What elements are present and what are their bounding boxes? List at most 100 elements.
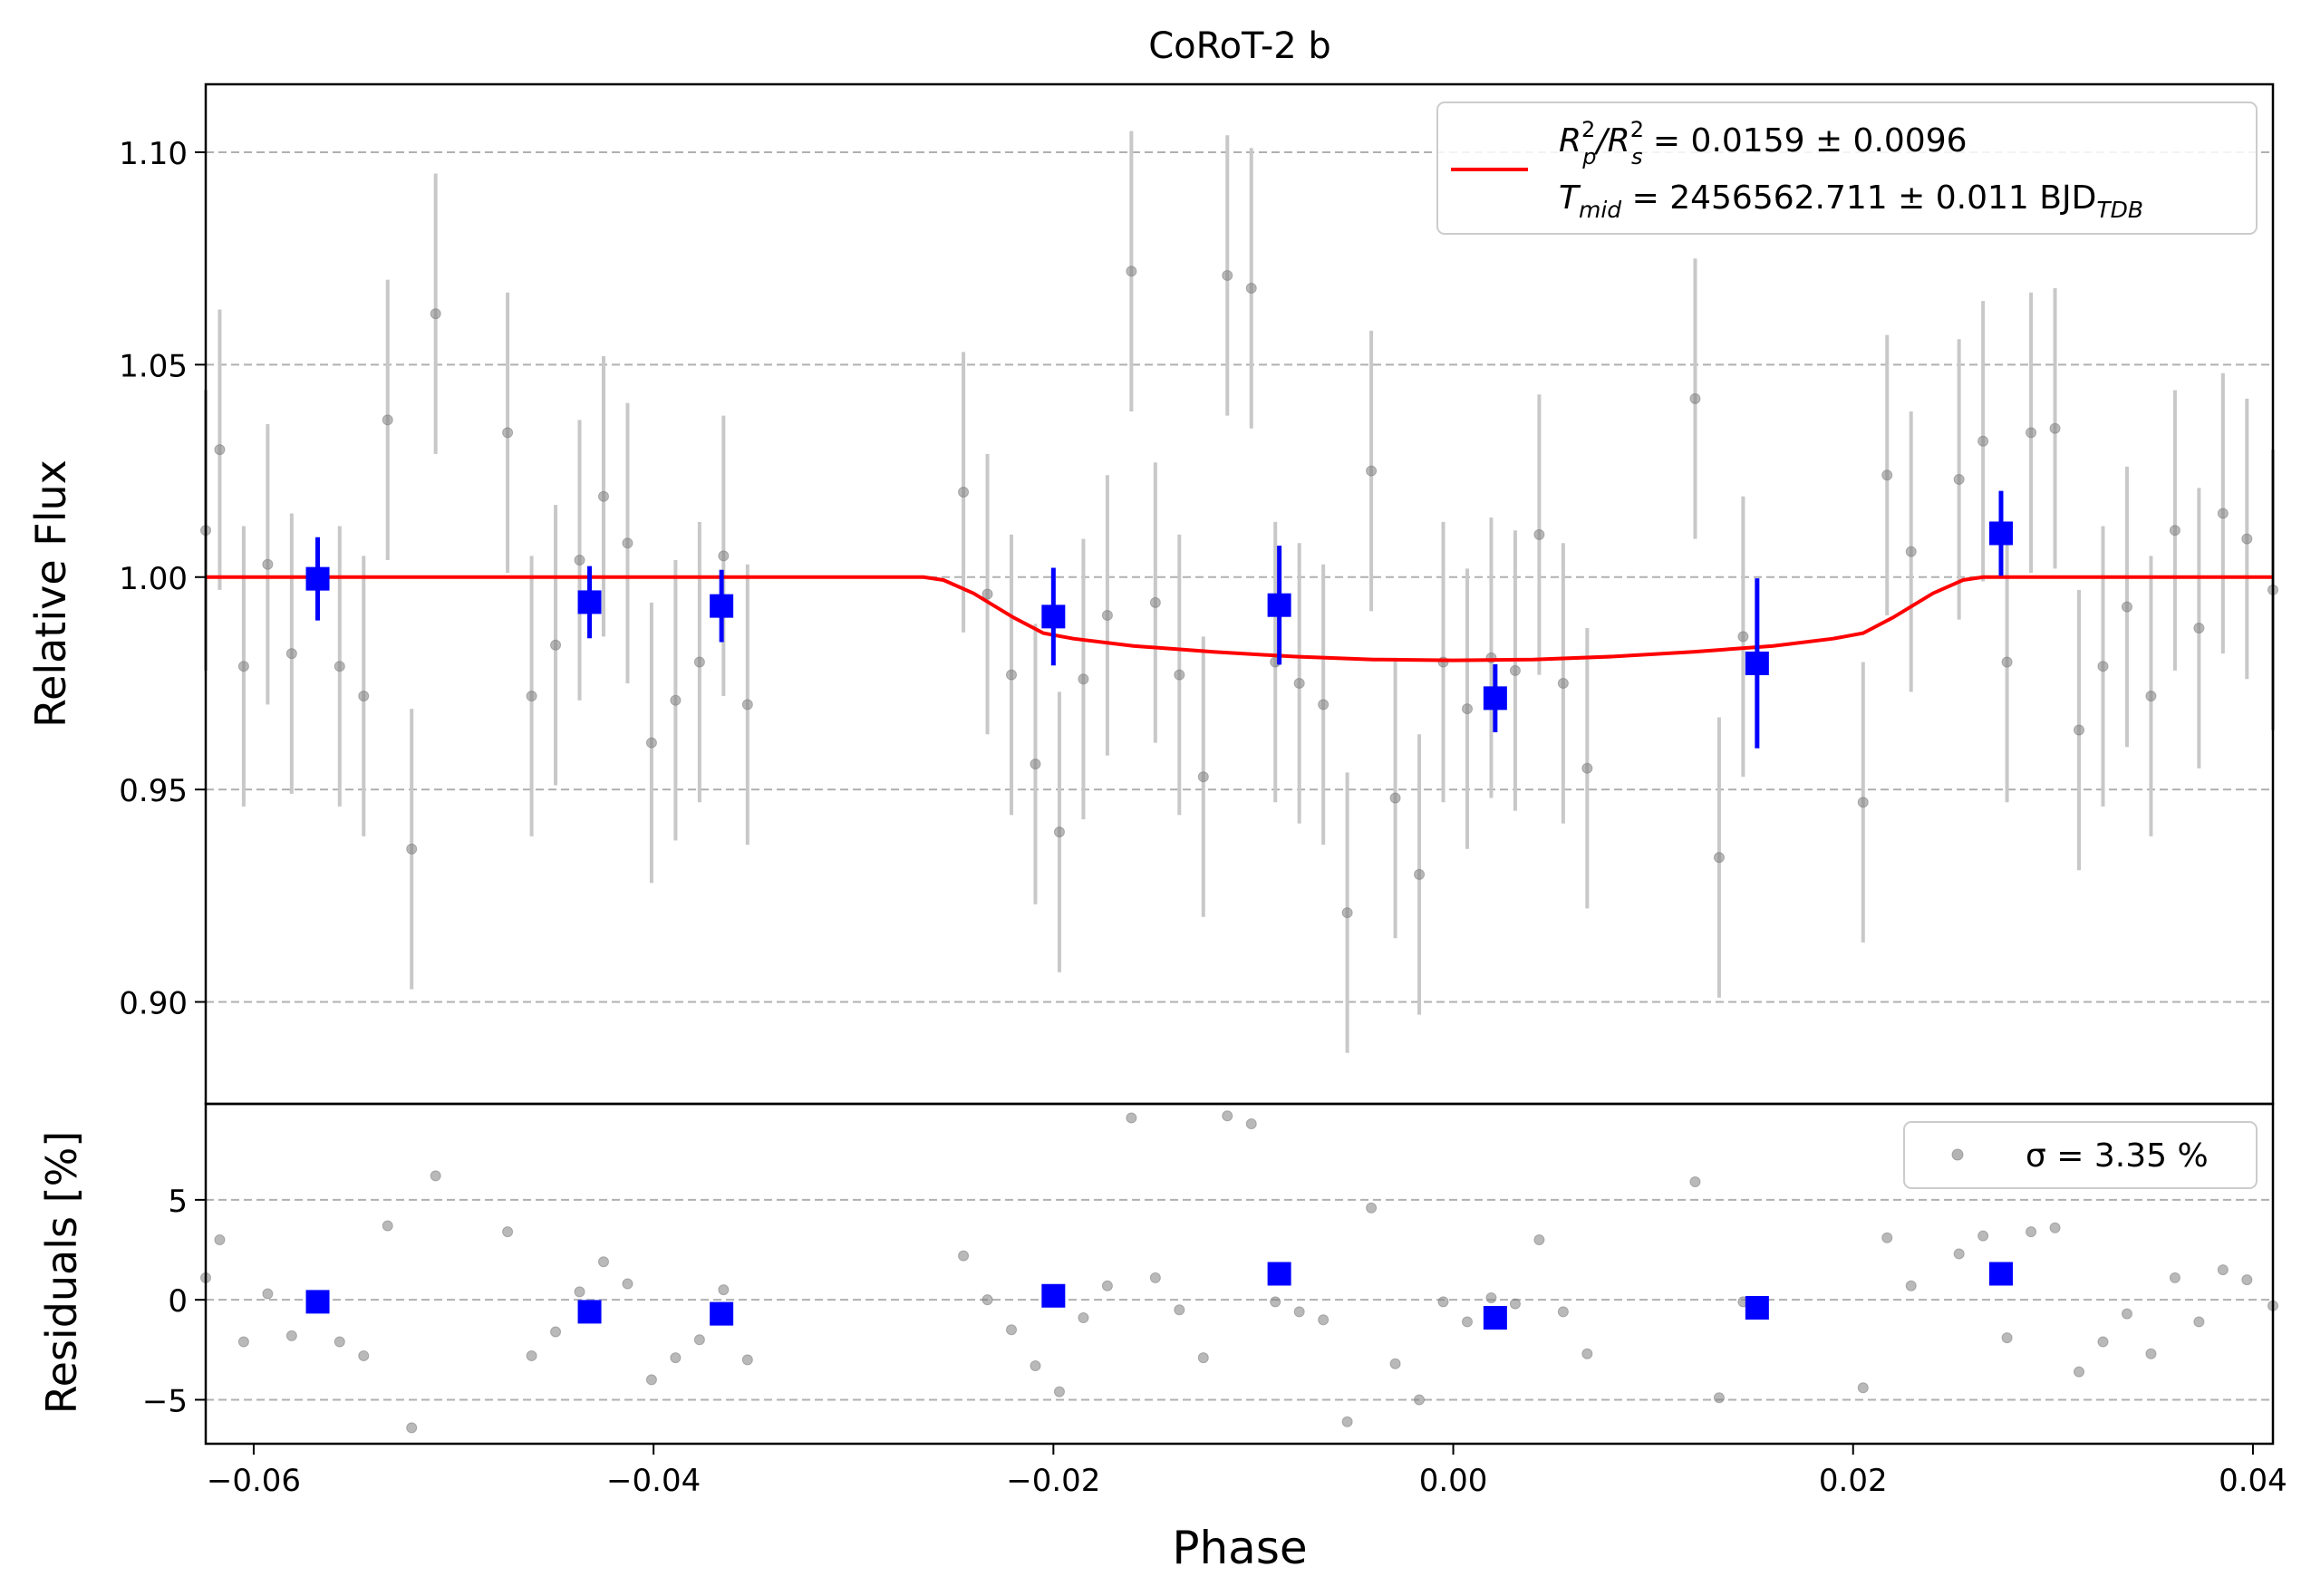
flux-data-point — [1197, 771, 1209, 783]
flux-data-point — [1461, 703, 1473, 715]
flux-data-point — [550, 639, 562, 651]
x-tick-label: −0.06 — [207, 1463, 301, 1499]
residual-data-point — [406, 1422, 418, 1434]
flux-data-point — [1689, 392, 1701, 404]
flux-data-point — [1149, 596, 1161, 608]
flux-binned-point — [1745, 651, 1769, 675]
residual-data-point — [1222, 1110, 1233, 1122]
flux-binned-point — [1041, 605, 1066, 629]
flux-data-point — [2145, 691, 2157, 701]
flux-y-tick-label: 1.05 — [119, 348, 188, 384]
flux-error-bars — [204, 131, 2275, 1053]
residual-binned-point — [1988, 1262, 2013, 1286]
flux-data-point — [1713, 852, 1725, 864]
residual-legend-box — [1903, 1121, 2258, 1189]
flux-data-point — [1905, 546, 1917, 557]
flux-data-point — [382, 414, 393, 426]
residual-data-point — [1101, 1280, 1113, 1291]
residual-data-point — [1174, 1304, 1185, 1316]
flux-data-point — [2001, 656, 2013, 668]
residual-data-point — [1270, 1296, 1281, 1308]
residual-data-point — [718, 1284, 730, 1296]
residual-data-point — [1581, 1348, 1593, 1359]
residual-data-point — [1557, 1306, 1569, 1318]
residual-data-point — [1461, 1316, 1473, 1328]
residual-binned-point — [1267, 1262, 1291, 1286]
x-tick-label: 0.02 — [1819, 1463, 1888, 1499]
flux-data-point — [237, 661, 249, 672]
flux-data-point — [1881, 469, 1893, 481]
residual-data-point — [502, 1226, 514, 1238]
residual-data-point — [2217, 1264, 2229, 1276]
residual-data-point — [645, 1374, 657, 1386]
residual-data-point — [1389, 1358, 1401, 1369]
flux-data-point — [597, 490, 609, 502]
flux-y-axis-label: Relative Flux — [26, 459, 75, 728]
flux-data-point — [2241, 533, 2253, 545]
x-tick-label: −0.02 — [1006, 1463, 1100, 1499]
residual-data-point — [2026, 1226, 2037, 1238]
residual-data-point — [2001, 1332, 2013, 1344]
residual-y-ticks: −5 0 5 — [142, 1184, 206, 1419]
residual-data-point — [2169, 1272, 2180, 1283]
flux-data-point — [1533, 528, 1545, 540]
flux-data-point — [1174, 669, 1185, 681]
residual-data-point — [1533, 1234, 1545, 1245]
residual-data-point — [526, 1349, 537, 1361]
residual-data-point — [1341, 1416, 1353, 1427]
flux-data-point — [502, 427, 514, 439]
residual-data-point — [358, 1349, 370, 1361]
residuals-panel: −5 0 5 −0.06 −0.04 −0.02 0.00 0.02 0.04 Residua… — [37, 1102, 2287, 1574]
flux-data-point — [1126, 266, 1137, 277]
residual-data-point — [430, 1170, 441, 1182]
flux-data-point — [1030, 759, 1041, 769]
residual-data-point — [1713, 1392, 1725, 1404]
flux-y-ticks: 0.90 0.95 1.00 1.05 1.10 — [119, 136, 206, 1022]
flux-data-points — [200, 266, 2278, 919]
flux-data-point — [741, 699, 753, 711]
residual-data-point — [334, 1336, 345, 1348]
residual-data-point — [693, 1334, 705, 1346]
residual-binned-point — [1483, 1306, 1507, 1330]
flux-data-point — [430, 308, 441, 320]
x-tick-label: 0.04 — [2219, 1463, 2287, 1499]
residual-binned-point — [305, 1290, 330, 1314]
residual-data-point — [1689, 1176, 1701, 1188]
residual-data-point — [2145, 1348, 2157, 1359]
residual-binned-point — [710, 1301, 734, 1326]
residual-data-point — [597, 1256, 609, 1268]
residual-data-point — [981, 1294, 993, 1306]
flux-data-point — [693, 656, 705, 668]
flux-data-point — [214, 444, 226, 456]
flux-data-point — [1953, 473, 1965, 485]
flux-data-point — [1101, 609, 1113, 621]
flux-data-point — [645, 737, 657, 749]
flux-legend-box — [1436, 102, 2258, 235]
flux-binned-points — [305, 490, 2013, 749]
residual-data-point — [262, 1288, 274, 1300]
residual-data-point — [214, 1234, 226, 1245]
residual-y-tick-label: −5 — [142, 1383, 188, 1419]
residual-y-tick-label: 5 — [168, 1184, 188, 1220]
residual-data-point — [2049, 1222, 2061, 1233]
residual-data-point — [670, 1352, 682, 1364]
flux-data-point — [358, 691, 370, 701]
transit-model-line — [206, 575, 2273, 663]
residual-binned-points — [305, 1262, 2013, 1330]
residual-data-point — [2241, 1274, 2253, 1286]
flux-data-point — [1557, 677, 1569, 689]
flux-panel-frame — [204, 82, 2275, 1106]
flux-data-point — [2026, 427, 2037, 439]
flux-data-point — [1245, 283, 1257, 294]
flux-data-point — [2193, 623, 2205, 634]
residual-data-point — [1437, 1296, 1449, 1308]
x-tick-label: 0.00 — [1419, 1463, 1488, 1499]
residual-binned-point — [1745, 1296, 1769, 1320]
flux-data-point — [574, 555, 585, 566]
residual-data-point — [1414, 1394, 1426, 1406]
residual-data-point — [1857, 1382, 1869, 1394]
residual-legend-sigma: σ = 3.35 % — [2026, 1137, 2209, 1175]
flux-data-point — [1318, 699, 1330, 711]
residual-y-tick-label: 0 — [168, 1283, 188, 1320]
